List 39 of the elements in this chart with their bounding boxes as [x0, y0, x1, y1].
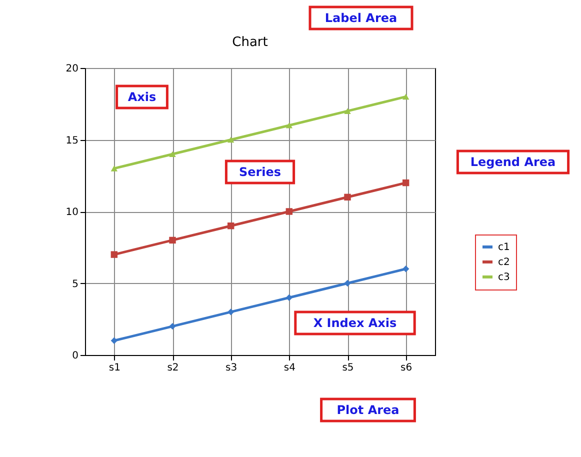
- y-tick-label: 5: [72, 278, 78, 290]
- point: [169, 236, 176, 244]
- legend-label: c1: [498, 242, 510, 253]
- text: Plot Area: [336, 403, 400, 417]
- x-tick-label: s2: [167, 362, 179, 374]
- y-tick-label: 10: [66, 207, 78, 218]
- x-tick-label: s4: [284, 362, 296, 374]
- point: [227, 222, 234, 230]
- y-tick-label: 0: [72, 350, 78, 362]
- point: [344, 280, 351, 287]
- point: [169, 151, 176, 158]
- point: [402, 266, 410, 272]
- text: Label Area: [324, 11, 398, 25]
- point: [110, 337, 118, 344]
- point: [286, 122, 293, 128]
- annotation: Axis: [128, 90, 156, 104]
- x-tick-label: s6: [400, 362, 412, 374]
- point: [286, 208, 293, 215]
- point: [227, 308, 234, 316]
- point: [169, 322, 176, 330]
- x-tick-label: s3: [226, 362, 238, 374]
- point: [110, 166, 118, 172]
- x-tick-label: s5: [342, 362, 354, 374]
- legend-label: c2: [498, 256, 510, 268]
- point: [344, 194, 351, 201]
- y-tick-label: 15: [66, 135, 78, 146]
- point: [286, 294, 293, 301]
- point: [227, 136, 234, 143]
- point: [402, 94, 410, 100]
- x-tick-label: s1: [108, 362, 120, 374]
- point: [110, 251, 118, 258]
- y-tick-label: 20: [66, 64, 78, 74]
- chart-title: Chart: [232, 35, 268, 50]
- annotation: Series: [238, 165, 282, 179]
- legend-label: c3: [498, 272, 510, 283]
- point: [344, 108, 351, 114]
- annotation: X Index Axis: [313, 316, 397, 330]
- text: Legend Area: [470, 155, 556, 169]
- point: [402, 179, 410, 186]
